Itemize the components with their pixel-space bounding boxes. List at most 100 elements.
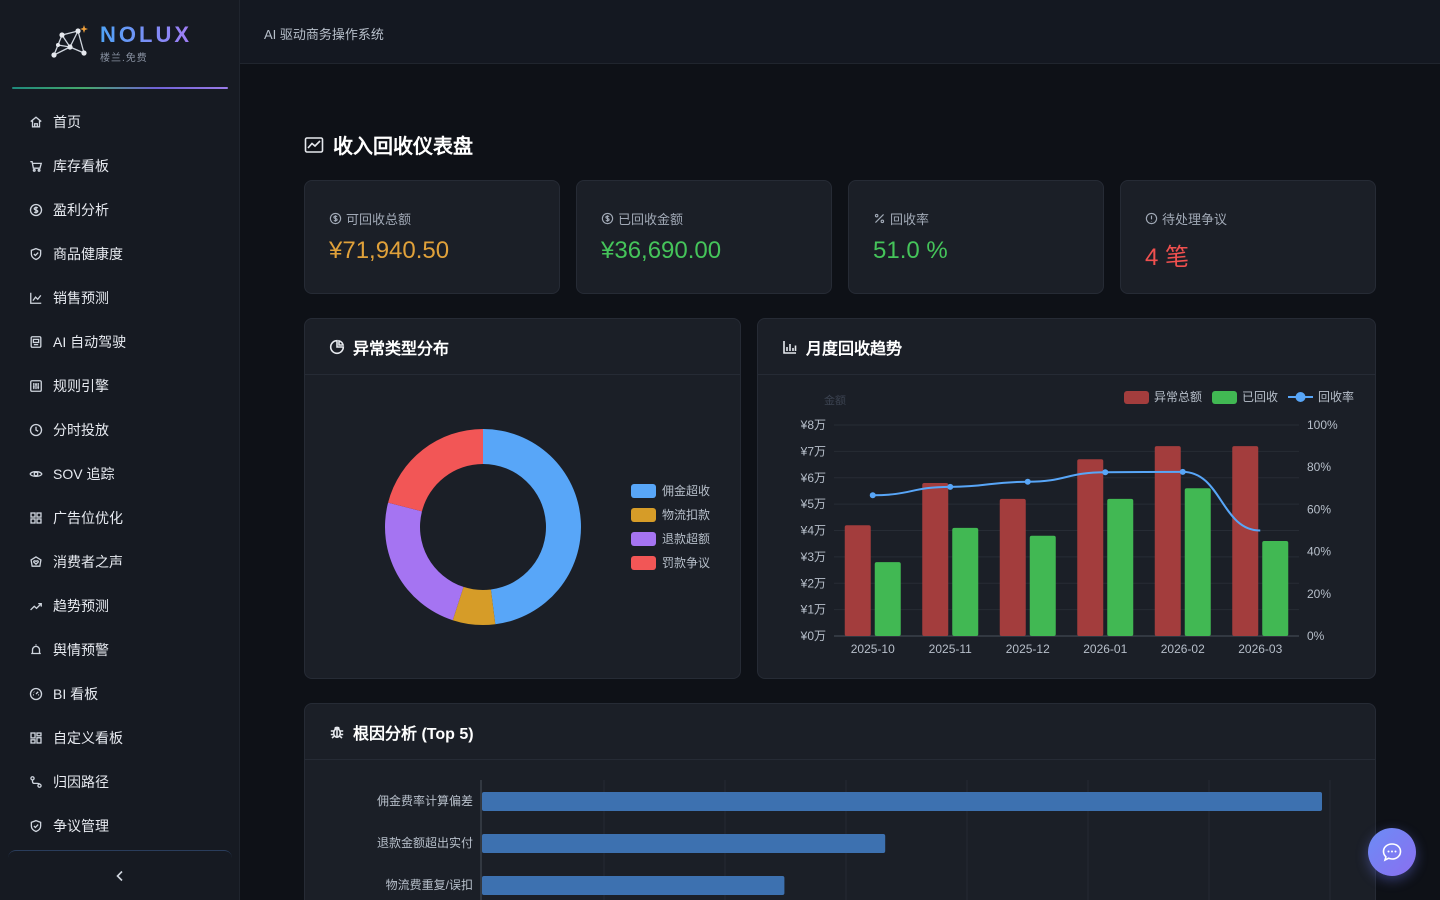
x-tick-label: 2025-12	[1006, 642, 1050, 656]
alert-circle-icon	[1145, 212, 1158, 225]
chat-bubble-icon	[1382, 843, 1402, 862]
y-tick-label: ¥5万	[800, 497, 826, 511]
sidebar-item-product-health[interactable]: 商品健康度	[0, 232, 240, 276]
stat-label: 回收率	[890, 212, 930, 227]
layout-icon	[28, 730, 44, 746]
stat-value: 51.0 %	[873, 237, 948, 264]
sidebar-item-dispute-management[interactable]: 争议管理	[0, 804, 240, 848]
legend-swatch	[631, 531, 656, 546]
stat-card-recovery-rate: 回收率 51.0 %	[848, 180, 1104, 294]
sidebar-item-ad-placement[interactable]: 广告位优化	[0, 496, 240, 540]
line-point	[869, 492, 876, 499]
sidebar-item-bi-dashboard[interactable]: BI 看板	[0, 672, 240, 716]
sidebar-item-label: 盈利分析	[53, 202, 109, 218]
category-label: 退款金额超出实付	[377, 835, 473, 850]
sidebar-item-label: 自定义看板	[53, 730, 123, 746]
sidebar-collapse-button[interactable]	[8, 850, 232, 900]
sidebar-item-label: 规则引擎	[53, 378, 109, 394]
sidebar-item-profit[interactable]: 盈利分析	[0, 188, 240, 232]
y-tick-label: ¥2万	[800, 576, 826, 590]
y-tick-label: ¥0万	[800, 629, 826, 643]
grid-icon	[28, 510, 44, 526]
bar-recovered	[1107, 498, 1134, 636]
brand-subtitle: 楼兰.免费	[100, 52, 148, 64]
panel-root-cause: 根因分析 (Top 5) 佣金费率计算偏差 退款金额超出实付 物流费重复/误扣	[304, 703, 1376, 900]
category-label: 佣金费率计算偏差	[377, 793, 473, 808]
legend-label: 已回收	[1242, 390, 1278, 404]
stat-label: 可回收总额	[346, 212, 412, 227]
shield-icon	[28, 818, 44, 834]
pie-chart-icon	[329, 339, 345, 354]
legend-swatch	[1212, 391, 1237, 404]
page-title: 收入回收仪表盘	[304, 130, 473, 159]
legend-item[interactable]: 佣金超收	[631, 482, 710, 499]
sidebar-item-custom-dashboard[interactable]: 自定义看板	[0, 716, 240, 760]
legend-swatch	[631, 555, 656, 570]
stat-label: 待处理争议	[1162, 212, 1228, 227]
bar-root-cause	[482, 834, 886, 853]
bar-anomaly-total	[1232, 446, 1259, 636]
y-tick-label: ¥1万	[800, 603, 826, 617]
y2-tick-label: 0%	[1307, 629, 1325, 643]
sidebar-item-label: 消费者之声	[53, 554, 123, 570]
sidebar-item-label: BI 看板	[53, 686, 99, 702]
shield-check-icon	[28, 246, 44, 262]
bar-anomaly-total	[1077, 459, 1104, 636]
sidebar-item-attribution-path[interactable]: 归因路径	[0, 760, 240, 804]
sidebar-item-rule-engine[interactable]: 规则引擎	[0, 364, 240, 408]
stat-label: 已回收金额	[618, 212, 684, 227]
legend-swatch	[631, 483, 656, 498]
bar-root-cause	[482, 792, 1322, 811]
sidebar-item-sales-forecast[interactable]: 销售预测	[0, 276, 240, 320]
legend-label: 异常总额	[1154, 390, 1202, 404]
sidebar-item-dayparting[interactable]: 分时投放	[0, 408, 240, 452]
combo-chart: 金额 ¥0万 ¥1万 ¥2万 ¥3万 ¥4万 ¥5万 ¥6万 ¥7万 ¥8万 0% 20% 40% 60…	[800, 389, 1354, 656]
bar-anomaly-total	[1154, 446, 1181, 636]
stat-value: ¥71,940.50	[329, 237, 450, 264]
legend-label: 物流扣款	[662, 508, 711, 522]
chat-assistant-button[interactable]	[1368, 828, 1416, 876]
legend-swatch	[631, 507, 656, 522]
sidebar-item-voice-of-customer[interactable]: 消费者之声	[0, 540, 240, 584]
sidebar-item-label: SOV 追踪	[53, 466, 115, 482]
path-icon	[28, 774, 44, 790]
x-tick-label: 2026-03	[1238, 642, 1282, 656]
robot-icon	[28, 334, 44, 350]
line-recovery-rate	[872, 470, 1261, 532]
y-tick-label: ¥6万	[800, 471, 826, 485]
legend-label: 佣金超收	[662, 484, 711, 498]
sidebar-item-label: 争议管理	[53, 818, 109, 834]
legend-label: 罚款争议	[662, 556, 711, 570]
line-point	[1102, 469, 1109, 476]
x-tick-label: 2025-11	[929, 642, 972, 656]
percent-icon	[874, 213, 885, 224]
bar-recovered	[1262, 541, 1289, 636]
legend-item[interactable]: 物流扣款	[631, 506, 710, 523]
y-tick-label: ¥7万	[800, 444, 826, 458]
stat-card-pending-disputes: 待处理争议 4 笔	[1120, 180, 1376, 294]
brand-logo[interactable]: NOLUX 楼兰.免费	[48, 20, 208, 66]
y2-tick-label: 80%	[1307, 460, 1331, 474]
bar-chart-icon	[783, 340, 797, 354]
legend-item[interactable]: 罚款争议	[631, 554, 710, 571]
legend-label: 回收率	[1318, 389, 1354, 404]
dollar-circle-icon	[329, 212, 342, 225]
donut-slice	[385, 502, 464, 621]
sidebar-item-trend-forecast[interactable]: 趋势预测	[0, 584, 240, 628]
sidebar-item-label: 销售预测	[53, 290, 109, 306]
sidebar-item-inventory[interactable]: 库存看板	[0, 144, 240, 188]
sidebar-item-home[interactable]: 首页	[0, 100, 240, 144]
x-tick-label: 2025-10	[851, 642, 895, 656]
bar-anomaly-total	[999, 498, 1026, 636]
sidebar-item-ai-autopilot[interactable]: AI 自动驾驶	[0, 320, 240, 364]
x-tick-label: 2026-01	[1083, 642, 1127, 656]
topbar-title: AI 驱动商务操作系统	[264, 27, 384, 42]
dollar-circle-icon	[28, 202, 44, 218]
sidebar-item-sov-tracking[interactable]: SOV 追踪	[0, 452, 240, 496]
bar-anomaly-total	[844, 525, 871, 636]
sidebar-item-label: 广告位优化	[53, 510, 123, 526]
sidebar-item-sentiment-alert[interactable]: 舆情预警	[0, 628, 240, 672]
legend-item[interactable]: 退款超额	[631, 530, 710, 547]
sidebar-item-label: 舆情预警	[53, 642, 109, 658]
logo-mark-icon	[51, 25, 88, 58]
